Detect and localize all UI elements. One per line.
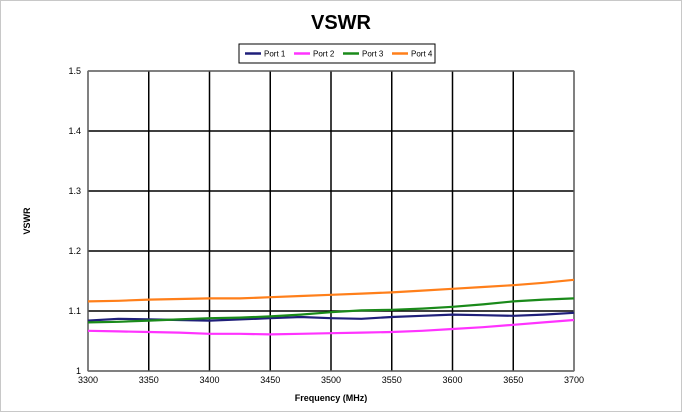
series-line-port-4 xyxy=(87,278,575,303)
series-layer xyxy=(87,278,575,336)
x-tick-label: 3450 xyxy=(260,375,280,385)
x-tick-label: 3500 xyxy=(321,375,341,385)
y-tick-label: 1.2 xyxy=(68,246,81,256)
x-tick-label: 3300 xyxy=(78,375,98,385)
legend-box xyxy=(238,43,436,64)
y-tick-label: 1.1 xyxy=(68,306,81,316)
x-axis-label: Frequency (MHz) xyxy=(295,393,368,403)
tick-labels: 3300 3350 3400 3450 3500 3550 3600 3650 3700 1 1.1… xyxy=(68,66,584,385)
chart-title: VSWR xyxy=(311,12,372,34)
x-tick-label: 3550 xyxy=(382,375,402,385)
y-tick-label: 1.5 xyxy=(68,66,81,76)
plot-border xyxy=(87,70,575,372)
y-tick-label: 1 xyxy=(76,366,81,376)
x-tick-label: 3700 xyxy=(564,375,584,385)
x-tick-label: 3400 xyxy=(199,375,219,385)
series-line-port-2 xyxy=(87,318,575,336)
legend-label: Port 3 xyxy=(362,50,384,59)
y-axis-label: VSWR xyxy=(22,207,32,235)
x-tick-label: 3350 xyxy=(139,375,159,385)
series-line-port-3 xyxy=(87,297,575,324)
legend: Port 1 Port 2 Port 3 Port 4 xyxy=(238,43,436,64)
y-tick-label: 1.3 xyxy=(68,186,81,196)
legend-label: Port 1 xyxy=(264,50,286,59)
legend-label: Port 2 xyxy=(313,50,335,59)
x-tick-label: 3600 xyxy=(442,375,462,385)
x-tick-label: 3650 xyxy=(503,375,523,385)
y-tick-label: 1.4 xyxy=(68,126,81,136)
legend-label: Port 4 xyxy=(411,50,433,59)
